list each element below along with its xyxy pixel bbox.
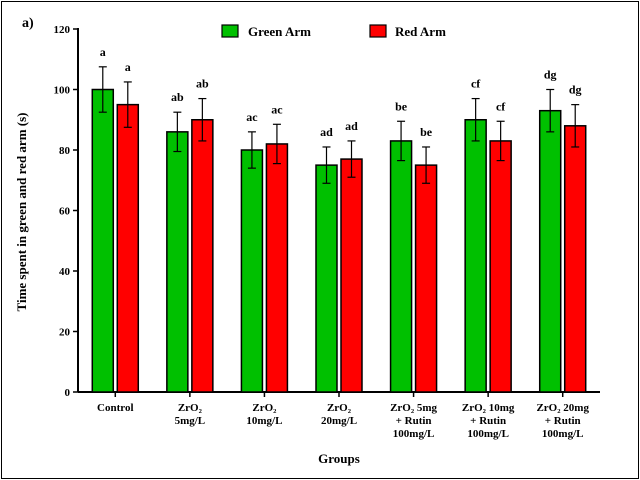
bar-red-arm xyxy=(489,140,512,393)
significance-label-red-arm: a xyxy=(125,60,131,74)
legend-swatch-green-arm xyxy=(221,24,239,38)
x-category-label: ZrO₂ xyxy=(327,402,352,414)
bar-green-arm xyxy=(315,164,338,393)
x-category-label: ZrO₂ xyxy=(252,402,277,414)
x-category-label: Control xyxy=(97,402,133,414)
significance-label-green-arm: ad xyxy=(320,125,333,139)
x-category-label: ZrO₂ 10mg xyxy=(462,402,515,414)
significance-label-red-arm: ad xyxy=(345,119,358,133)
x-category-label: 5mg/L xyxy=(175,415,206,427)
significance-label-green-arm: dg xyxy=(544,68,557,82)
legend-label-green-arm: Green Arm xyxy=(248,24,311,39)
significance-label-green-arm: a xyxy=(100,45,106,59)
y-tick-label: 40 xyxy=(59,266,71,278)
legend: Green Arm Red Arm xyxy=(221,24,446,39)
bar-green-arm xyxy=(240,149,264,393)
bar-red-arm xyxy=(414,164,438,393)
y-tick-label: 80 xyxy=(59,145,71,157)
x-category-label: 100mg/L xyxy=(393,428,435,440)
x-category-label: ZrO₂ 20mg xyxy=(536,402,589,414)
x-category-label: + Rutin xyxy=(396,415,432,427)
y-tick-label: 0 xyxy=(65,387,71,399)
significance-label-red-arm: ac xyxy=(271,102,283,116)
y-tick-label: 20 xyxy=(59,327,71,339)
x-axis-title: Groups xyxy=(318,451,360,466)
bar-red-arm xyxy=(340,158,363,393)
y-tick-label: 60 xyxy=(59,206,71,218)
bar-red-arm xyxy=(116,103,140,393)
significance-label-red-arm: ab xyxy=(196,77,209,91)
y-tick-label: 100 xyxy=(54,85,71,97)
bar-green-arm xyxy=(166,131,189,393)
bar-green-arm xyxy=(389,140,413,393)
x-category-label: + Rutin xyxy=(470,415,506,427)
bar-green-arm xyxy=(464,119,487,393)
significance-label-red-arm: dg xyxy=(569,83,582,97)
x-category-label: ZrO₂ xyxy=(178,402,203,414)
significance-label-green-arm: ab xyxy=(171,90,184,104)
bar-red-arm xyxy=(563,125,587,393)
x-category-label: 20mg/L xyxy=(321,415,357,427)
y-tick-label: 120 xyxy=(54,24,71,36)
legend-swatch-red-arm xyxy=(369,24,387,38)
bar-green-arm xyxy=(538,109,562,393)
x-category-label: 100mg/L xyxy=(467,428,509,440)
x-category-label: 100mg/L xyxy=(542,428,584,440)
y-axis-title: Time spent in green and red arm (s) xyxy=(14,113,29,312)
legend-label-red-arm: Red Arm xyxy=(395,24,446,39)
significance-label-green-arm: cf xyxy=(471,77,481,91)
plot-area: 020406080100120aaControlababZrO₂5mg/Laca… xyxy=(54,24,600,440)
bar-red-arm xyxy=(265,143,289,393)
panel-label: a) xyxy=(22,16,34,31)
significance-label-red-arm: be xyxy=(420,125,433,139)
x-category-label: ZrO₂ 5mg xyxy=(390,402,437,414)
bar-green-arm xyxy=(91,88,115,393)
significance-label-green-arm: ac xyxy=(246,110,258,124)
significance-label-green-arm: be xyxy=(395,99,408,113)
x-category-label: 10mg/L xyxy=(246,415,282,427)
bar-red-arm xyxy=(191,119,214,393)
x-category-label: + Rutin xyxy=(545,415,581,427)
significance-label-red-arm: cf xyxy=(496,99,506,113)
